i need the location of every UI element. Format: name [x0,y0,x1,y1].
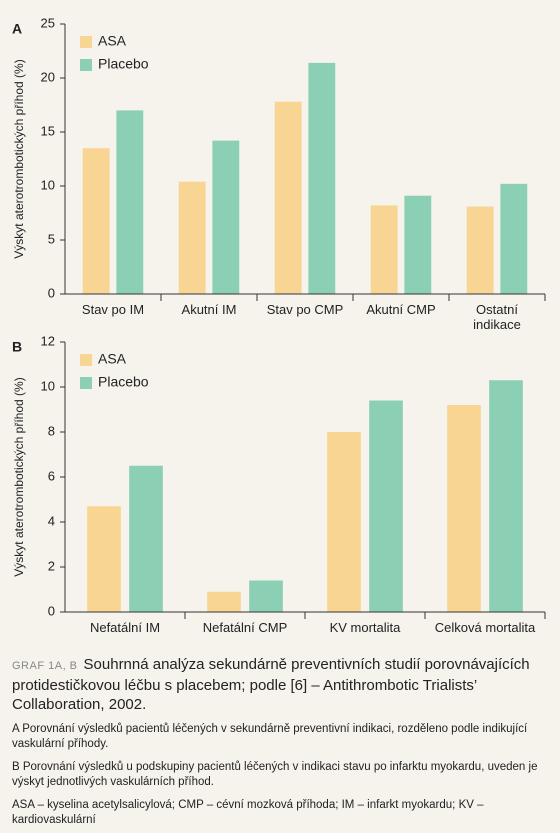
bar [129,465,163,612]
bar [178,181,206,294]
caption-note: B Porovnání výsledků u podskupiny pacien… [12,761,538,788]
y-tick-label: 5 [48,231,55,246]
x-tick-label: KV mortalita [329,620,401,635]
bar [207,591,241,612]
legend-label: Placebo [98,56,149,72]
y-tick-label: 10 [41,378,55,393]
legend-swatch [80,377,92,389]
caption-note: A Porovnání výsledků pacientů léčených v… [12,723,528,750]
x-tick-label: Akutní IM [181,302,237,317]
bar [116,110,144,295]
bar [369,400,403,612]
x-tick-label: Celková mortalita [434,620,536,635]
y-tick-label: 8 [48,423,55,438]
bar [500,183,528,294]
legend-swatch [80,354,92,366]
bar [82,148,110,294]
legend-label: Placebo [98,374,149,390]
y-tick-label: 12 [41,333,55,348]
y-axis-label: Výskyt aterotrombotických příhod (%) [12,59,26,258]
legend-label: ASA [98,351,127,367]
caption-title: Souhrnná analýza sekundárně preventivníc… [12,656,530,713]
x-tick-label: Ostatní indikace [473,302,521,332]
y-tick-label: 0 [48,603,55,618]
bar [249,580,283,612]
caption: GRAF 1A, B Souhrnná analýza sekundárně pr… [12,655,548,828]
x-tick-label: Stav po CMP [266,302,344,317]
y-axis-label: Výskyt aterotrombotických příhod (%) [12,377,26,576]
panel-label: B [12,339,22,355]
panel-label: A [12,21,22,37]
bar [466,206,494,294]
bar [212,140,240,294]
bar [87,506,121,612]
bar [370,205,398,294]
bar [489,380,523,612]
caption-label: GRAF 1A, B [12,660,78,672]
x-tick-label: Nefatální CMP [202,620,288,635]
y-tick-label: 0 [48,285,55,300]
legend-label: ASA [98,33,127,49]
bar [404,195,432,294]
bar [308,62,336,294]
bar [447,405,481,612]
y-tick-label: 2 [48,558,55,573]
y-tick-label: 6 [48,468,55,483]
caption-title-block: GRAF 1A, B Souhrnná analýza sekundárně pr… [12,655,548,714]
y-tick-label: 20 [41,69,55,84]
y-tick-label: 25 [41,15,55,30]
legend-swatch [80,59,92,71]
y-tick-label: 15 [41,123,55,138]
bar [274,101,302,294]
bar [327,432,361,612]
caption-note: ASA – kyselina acetylsalicylová; CMP – c… [12,799,484,826]
y-tick-label: 4 [48,513,55,528]
x-tick-label: Akutní CMP [366,302,436,317]
x-tick-label: Stav po IM [81,302,145,317]
charts: A Výskyt aterotrombotických příhod (%) 0 5 1… [12,15,546,619]
legend-swatch [80,36,92,48]
y-tick-label: 10 [41,177,55,192]
x-tick-label: Nefatální IM [89,620,161,635]
